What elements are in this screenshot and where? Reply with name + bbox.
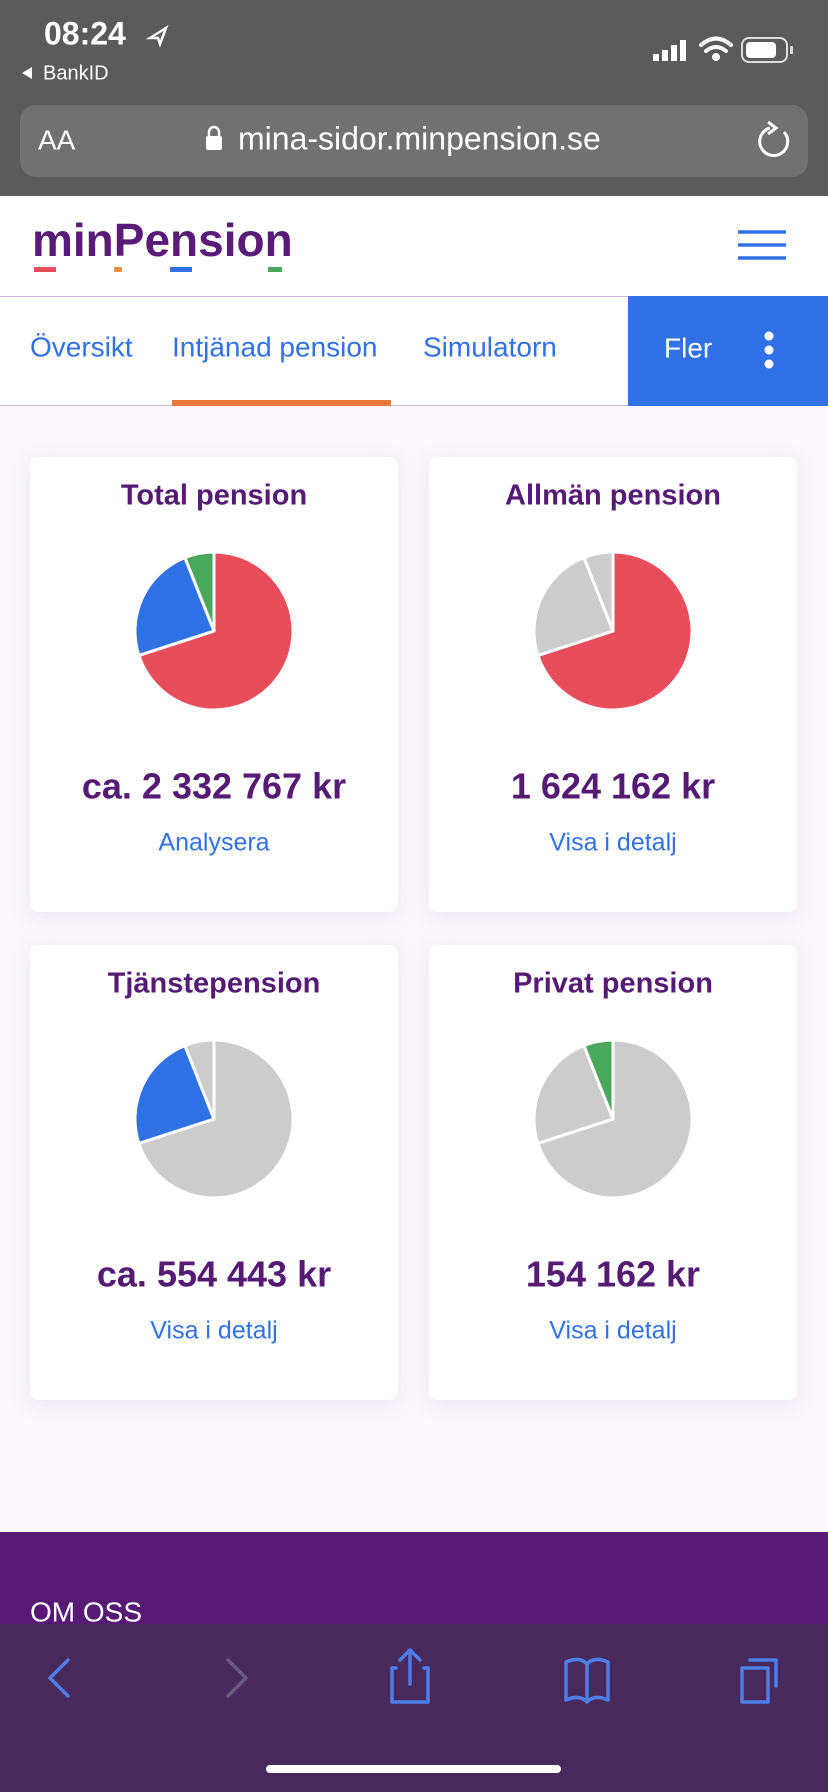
forward-button[interactable]	[226, 1658, 248, 1698]
detail-link[interactable]: Visa i detalj	[150, 1317, 277, 1345]
active-tab-indicator	[172, 400, 391, 406]
location-icon	[145, 24, 169, 48]
logo-accent	[114, 267, 122, 272]
footer	[0, 1532, 828, 1624]
pie-slice	[137, 1038, 295, 1200]
detail-link[interactable]: Analysera	[158, 829, 269, 857]
logo-accent	[170, 267, 192, 272]
amount: ca. 554 443 kr	[97, 1254, 331, 1295]
detail-link[interactable]: Visa i detalj	[549, 1317, 676, 1345]
site-header	[0, 196, 828, 296]
share-button[interactable]	[390, 1648, 430, 1704]
wifi-icon	[699, 36, 733, 61]
lock-icon	[206, 136, 222, 150]
amount: 1 624 162 kr	[511, 766, 715, 807]
logo[interactable]: minPension	[32, 214, 293, 266]
pie-slice	[183, 1038, 216, 1121]
signal-icon	[653, 40, 686, 61]
tab[interactable]: Fler	[664, 332, 712, 363]
card-title: Allmän pension	[505, 480, 721, 512]
card-title: Tjänstepension	[108, 968, 321, 1000]
reload-icon[interactable]	[758, 126, 790, 157]
card-title: Privat pension	[513, 968, 713, 1000]
reload-arrow	[767, 120, 779, 136]
pie-slice	[582, 550, 615, 633]
tabs-button[interactable]	[740, 1658, 778, 1704]
card-title: Total pension	[121, 480, 307, 512]
menu-icon[interactable]	[738, 230, 786, 260]
bookmarks-button[interactable]	[564, 1657, 610, 1704]
text-size-button[interactable]: AA	[38, 124, 76, 155]
back-button[interactable]	[48, 1658, 70, 1698]
detail-link[interactable]: Visa i detalj	[549, 829, 676, 857]
footer-heading[interactable]: OM OSS	[30, 1596, 142, 1627]
lock-shackle	[207, 125, 221, 137]
url-bar[interactable]	[20, 105, 808, 177]
amount: ca. 2 332 767 kr	[82, 766, 346, 807]
home-indicator	[266, 1765, 561, 1773]
pie-slice	[137, 550, 295, 712]
more-tab-bg[interactable]	[628, 296, 828, 406]
battery	[741, 37, 788, 63]
back-arrow	[22, 67, 32, 79]
logo-accent	[34, 267, 56, 272]
url[interactable]: mina-sidor.minpension.se	[238, 120, 601, 156]
pie-slice	[582, 1038, 615, 1121]
clock: 08:24	[44, 15, 126, 51]
battery-tip	[790, 46, 793, 54]
toolbar-icons	[48, 1648, 778, 1704]
logo-accent	[268, 267, 282, 272]
tab[interactable]: Simulatorn	[423, 331, 557, 362]
tab[interactable]: Översikt	[30, 331, 133, 362]
tab[interactable]: Intjänad pension	[172, 331, 378, 362]
amount: 154 162 kr	[526, 1254, 700, 1295]
pie-slice	[536, 1038, 694, 1200]
more-dots	[764, 331, 774, 369]
battery-level	[746, 42, 776, 58]
pie-slice	[536, 550, 694, 712]
back-app[interactable]: BankID	[43, 62, 109, 84]
pie-slice	[183, 550, 216, 633]
